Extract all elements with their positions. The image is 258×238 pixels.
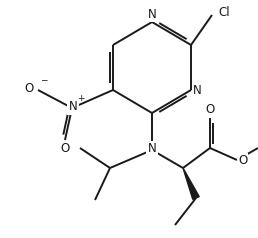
Text: −: −: [40, 75, 47, 84]
Text: O: O: [25, 83, 34, 95]
Text: O: O: [238, 154, 247, 167]
Text: N: N: [148, 8, 156, 21]
Text: N: N: [148, 143, 156, 155]
Polygon shape: [183, 168, 199, 199]
Text: N: N: [193, 84, 202, 96]
Text: O: O: [60, 142, 70, 155]
Text: N: N: [69, 100, 77, 114]
Text: Cl: Cl: [218, 6, 230, 20]
Text: +: +: [77, 94, 85, 103]
Text: O: O: [205, 103, 215, 116]
